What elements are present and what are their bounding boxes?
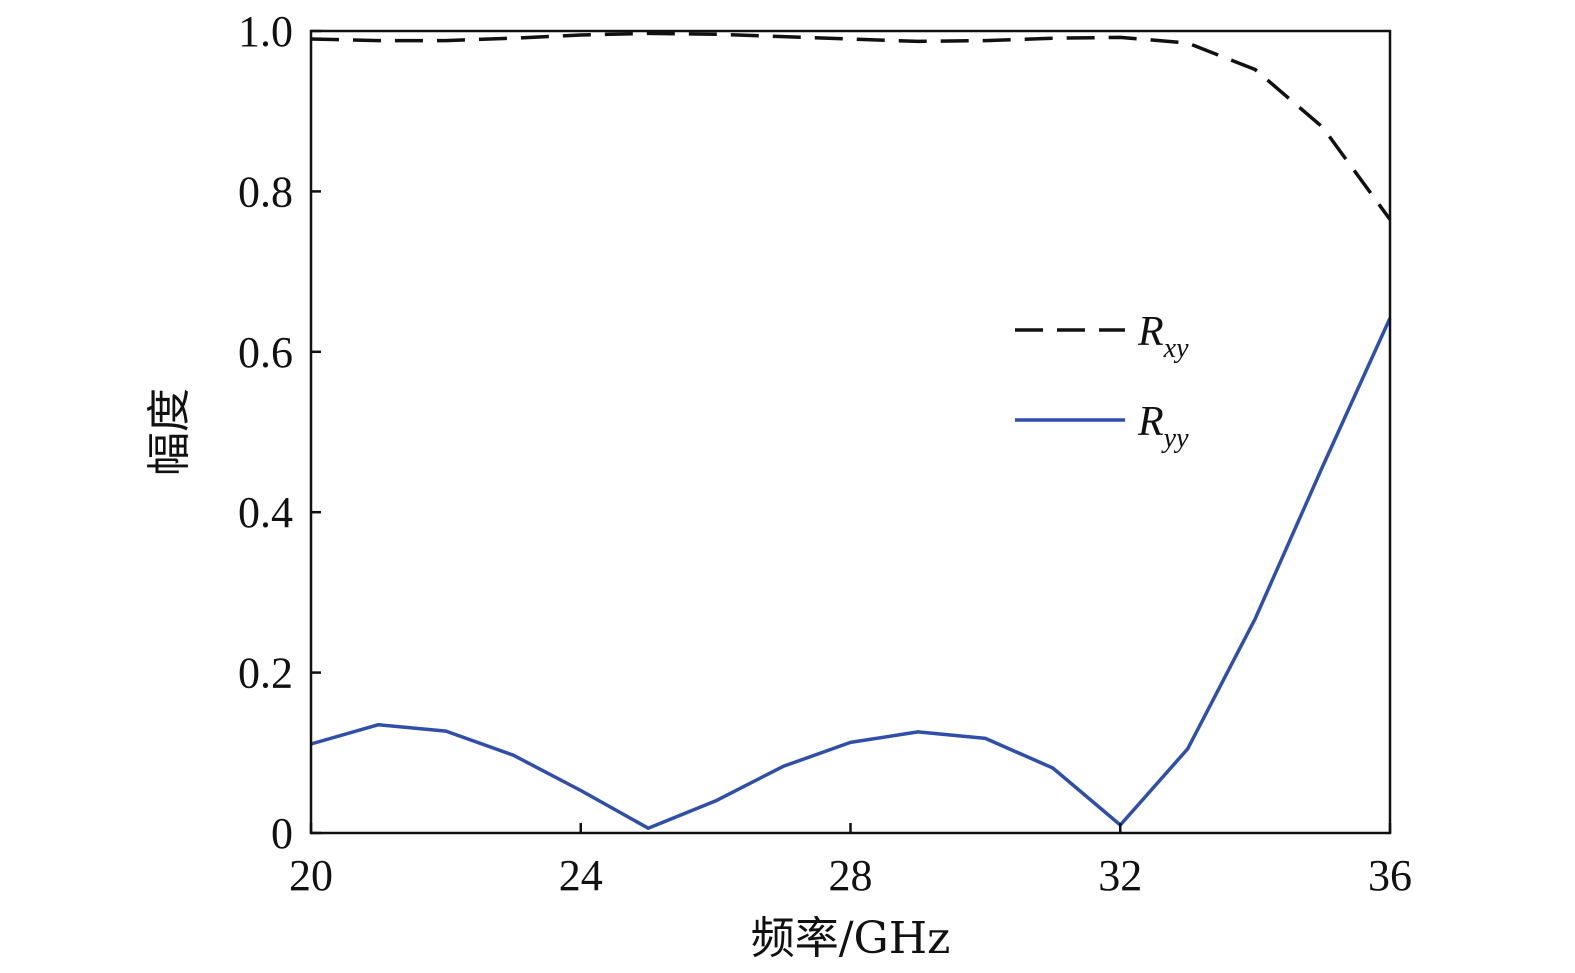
- y-tick-label: 0.4: [238, 488, 293, 537]
- legend-label-main: R: [1137, 399, 1164, 445]
- y-tick-label: 0.2: [238, 649, 293, 698]
- x-tick-label: 24: [559, 851, 603, 900]
- legend-label-rxy: Rxy: [1137, 309, 1189, 364]
- x-tick-label: 36: [1368, 851, 1412, 900]
- y-axis-title: 幅度: [144, 388, 195, 476]
- legend-label-main: R: [1137, 309, 1164, 355]
- y-tick-label: 0.6: [238, 328, 293, 377]
- x-axis-title: 频率/GHz: [751, 913, 951, 964]
- plot-frame: [309, 29, 1392, 835]
- x-tick-label: 32: [1098, 851, 1142, 900]
- legend-label-subscript: yy: [1161, 423, 1189, 454]
- x-tick-label: 28: [829, 851, 873, 900]
- y-tick-label: 0.8: [238, 167, 293, 216]
- series-line-ryy: [310, 317, 1392, 830]
- axis-ticks: 20 24 28 32 36 0 0.2 0.4 0.6 0.8 1.0: [238, 7, 1412, 900]
- legend-label-ryy: Ryy: [1137, 399, 1189, 454]
- y-tick-label: 1.0: [238, 7, 293, 56]
- legend-label-subscript: xy: [1163, 333, 1189, 364]
- series-layer: [310, 31, 1392, 830]
- y-tick-label: 0: [271, 809, 293, 858]
- x-tick-label: 20: [289, 851, 333, 900]
- series-line-rxy: [310, 31, 1392, 221]
